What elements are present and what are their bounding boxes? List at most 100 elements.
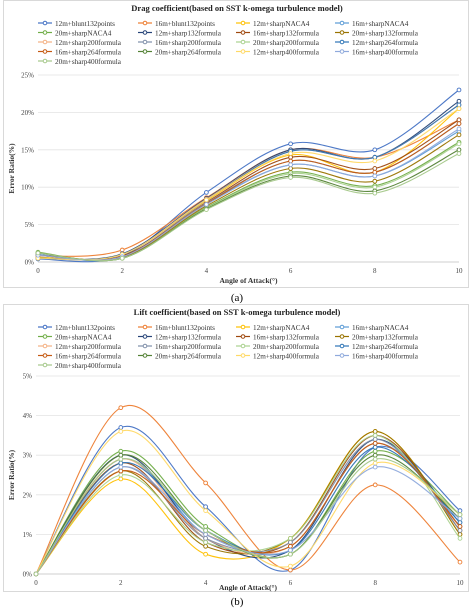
legend-marker (142, 39, 148, 45)
data-point (288, 543, 293, 549)
legend-marker (42, 49, 48, 54)
data-point (456, 98, 462, 104)
legend-item: 20m+sharp132formula (335, 333, 419, 341)
data-point (372, 158, 378, 164)
data-point (118, 429, 124, 434)
chart-title: Lift coefficient(based on SST k-omega tu… (134, 307, 341, 317)
series-line (35, 404, 461, 575)
data-point (457, 516, 463, 521)
legend-label: 20m+sharp264formula (155, 352, 222, 360)
data-point (457, 524, 463, 529)
data-point (118, 456, 124, 462)
data-point (203, 480, 208, 486)
data-point (372, 452, 378, 458)
legend-item: 20m+sharp264formula (138, 352, 222, 360)
legend-item: 12m+sharp264formula (335, 343, 419, 351)
legend-label: 12m+sharpNACA4 (253, 20, 310, 28)
data-point (457, 520, 463, 525)
x-tick-label: 2 (119, 579, 123, 587)
y-tick-label: 15% (21, 146, 34, 154)
y-tick-label: 0% (25, 259, 35, 267)
legend-marker (42, 353, 48, 358)
legend-label: 16m+sharpNACA4 (352, 20, 409, 28)
chart-frame (3, 0, 469, 288)
data-point (288, 166, 293, 171)
legend-label: 16m+sharp400formula (352, 352, 419, 360)
legend-label: 16m+sharp132formula (253, 29, 320, 37)
data-point (457, 528, 463, 533)
legend-label: 20m+sharp132formula (352, 29, 419, 37)
data-point (288, 563, 293, 569)
series-line (37, 123, 460, 261)
legend-marker (339, 39, 345, 45)
series-line (35, 450, 461, 575)
legend-label: 12m+sharpNACA4 (253, 324, 310, 332)
data-point (372, 448, 378, 454)
figure-caption-a: (a) (230, 292, 244, 304)
legend-label: 20m+sharpNACA4 (55, 29, 112, 37)
legend-item: 12m+sharpNACA4 (236, 20, 310, 28)
legend-item: 16m+sharp132formula (236, 333, 320, 341)
data-point (204, 197, 209, 203)
legend-marker (339, 334, 345, 339)
legend-item: 12m+sharp400formula (236, 352, 320, 360)
x-tick-label: 0 (34, 579, 38, 587)
data-point (119, 255, 125, 261)
x-tick-label: 2 (120, 267, 124, 275)
legend-marker (240, 39, 246, 45)
y-tick-label: 3% (23, 452, 33, 460)
data-point (118, 472, 124, 478)
y-tick-label: 4% (23, 412, 33, 420)
legend-marker (339, 353, 345, 358)
data-point (288, 151, 293, 156)
legend-label: 20m+sharp264formula (155, 48, 222, 56)
data-point (203, 508, 208, 513)
legend-item: 12m+sharp200formula (38, 343, 122, 351)
data-point (372, 460, 378, 466)
legend-label: 16m+sharp200formula (155, 39, 222, 47)
legend-label: 20m+sharp132formula (352, 333, 419, 341)
data-point (119, 247, 125, 253)
legend-marker (42, 58, 48, 64)
y-axis-label: Error Ratio(%) (7, 143, 16, 194)
x-tick-label: 0 (36, 267, 40, 275)
legend-marker (240, 20, 246, 26)
legend-marker (339, 343, 345, 349)
legend-marker (42, 20, 48, 26)
legend-item: 20m+sharp200formula (236, 39, 320, 47)
legend-label: 20m+sharp400formula (55, 58, 122, 66)
legend-label: 12m+sharp132formula (155, 333, 222, 341)
legend-marker (339, 49, 345, 54)
data-point (456, 151, 462, 156)
legend-marker (142, 343, 148, 349)
legend-marker (42, 39, 48, 45)
legend-item: 20m+sharp200formula (236, 343, 320, 351)
legend-label: 12m+sharp200formula (55, 343, 122, 351)
legend-item: 20m+sharpNACA4 (38, 29, 112, 37)
data-point (372, 464, 378, 470)
series-line (37, 119, 460, 261)
legend-marker (240, 353, 246, 358)
legend-item: 16m+sharp132formula (236, 29, 320, 37)
data-point (118, 448, 124, 454)
data-point (203, 543, 208, 549)
legend-item: 12m+blunt132points (38, 324, 115, 332)
y-axis-label: Error Ratio(%) (7, 449, 16, 500)
legend-label: 20m+sharpNACA4 (55, 333, 112, 341)
y-tick-label: 25% (21, 72, 34, 80)
data-point (118, 425, 124, 430)
legend-item: 12m+sharp132formula (138, 333, 222, 341)
data-point (456, 87, 462, 93)
legend-label: 12m+sharp400formula (253, 48, 320, 56)
series-line (37, 134, 460, 261)
chart-frame (3, 304, 469, 592)
legend-label: 16m+sharp132formula (253, 333, 320, 341)
figure-caption-b: (b) (230, 596, 244, 608)
data-point (372, 437, 378, 442)
data-point (288, 551, 293, 557)
data-point (288, 154, 293, 160)
data-point (288, 539, 293, 545)
legend-item: 16m+sharp400formula (335, 48, 419, 56)
legend-item: 12m+sharp400formula (236, 48, 320, 56)
legend-marker (339, 30, 345, 35)
